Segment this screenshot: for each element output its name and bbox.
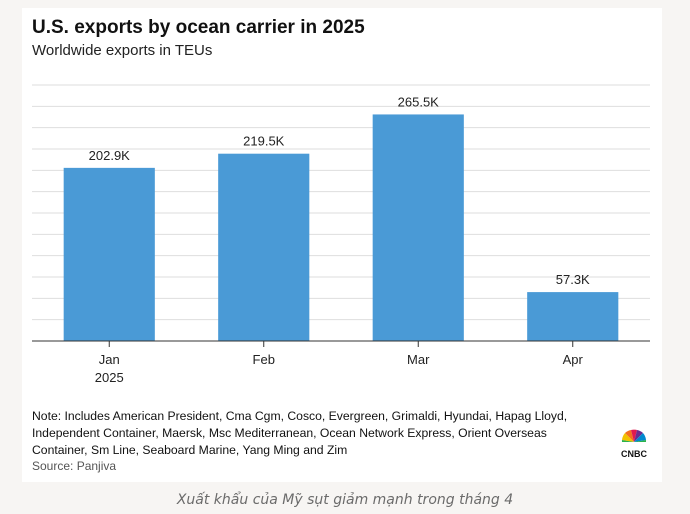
bar-apr <box>527 292 619 341</box>
bar-chart: 202.9K Jan 2025 219.5K Feb 265.5K Mar 57.3K Apr <box>32 84 650 385</box>
image-caption: Xuất khẩu của Mỹ sụt giảm mạnh trong thá… <box>176 492 514 508</box>
chart-note: Note: Includes American President, Cma C… <box>32 409 568 457</box>
cnbc-logo: CNBC <box>621 429 647 459</box>
bar-jan <box>63 167 155 341</box>
x-tick-label-feb: Feb <box>253 352 275 367</box>
x-tick-label-jan: Jan <box>99 352 120 367</box>
data-label-feb: 219.5K <box>243 134 285 149</box>
data-label-mar: 265.5K <box>398 94 440 109</box>
data-label-apr: 57.3K <box>556 272 590 287</box>
x-tick-label-mar: Mar <box>407 352 430 367</box>
data-label-jan: 202.9K <box>89 148 131 163</box>
chart-title: U.S. exports by ocean carrier in 2025 <box>32 17 365 38</box>
x-tick-sublabel-jan: 2025 <box>95 370 124 385</box>
chart-card: U.S. exports by ocean carrier in 2025 Wo… <box>22 8 662 482</box>
logo-text: CNBC <box>621 449 647 459</box>
x-tick-label-apr: Apr <box>563 352 584 367</box>
bar-mar <box>372 114 464 341</box>
chart-subtitle: Worldwide exports in TEUs <box>32 42 213 59</box>
chart-source: Source: Panjiva <box>32 459 117 473</box>
bar-feb <box>218 153 310 341</box>
